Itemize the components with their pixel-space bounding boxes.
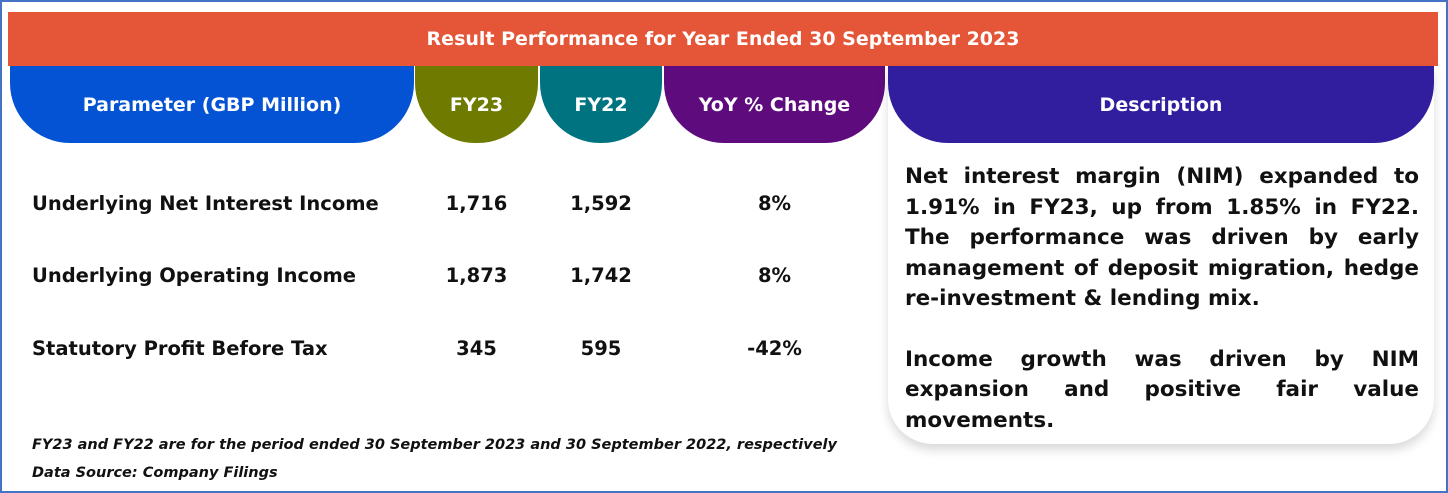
header-description: Description: [888, 66, 1434, 143]
table-title: Result Performance for Year Ended 30 Sep…: [8, 12, 1438, 66]
description-card: Description Net interest margin (NIM) ex…: [888, 66, 1434, 444]
fy22-cell: 595: [580, 337, 622, 360]
description-text: Net interest margin (NIM) expanded to 1.…: [905, 162, 1419, 436]
parameter-cell: Underlying Net Interest Income: [32, 192, 379, 215]
description-paragraph: Net interest margin (NIM) expanded to 1.…: [905, 164, 1419, 311]
parameter-cell: Underlying Operating Income: [32, 264, 357, 287]
header-yoy-change: YoY % Change: [664, 66, 885, 143]
yoy-cell: 8%: [757, 264, 792, 287]
fy23-cell: 345: [456, 337, 497, 360]
yoy-cell: -42%: [747, 337, 802, 360]
description-paragraph: Income growth was driven by NIM expansio…: [905, 346, 1419, 433]
yoy-cell: 8%: [757, 192, 792, 215]
fy23-cell: 1,873: [445, 264, 508, 287]
parameter-cell: Statutory Profit Before Tax: [32, 337, 328, 360]
data-source-footnote: Data Source: Company Filings: [32, 465, 278, 481]
fy22-cell: 1,592: [570, 192, 632, 215]
period-footnote: FY23 and FY22 are for the period ended 3…: [32, 437, 837, 453]
table-row: Underlying Net Interest Income 1,716 1,5…: [0, 192, 880, 222]
table-row: Underlying Operating Income 1,873 1,742 …: [0, 264, 880, 294]
table-row: Statutory Profit Before Tax 345 595 -42%: [0, 337, 880, 367]
fy22-cell: 1,742: [570, 264, 632, 287]
header-parameter: Parameter (GBP Million): [10, 66, 414, 143]
fy23-cell: 1,716: [445, 192, 508, 215]
